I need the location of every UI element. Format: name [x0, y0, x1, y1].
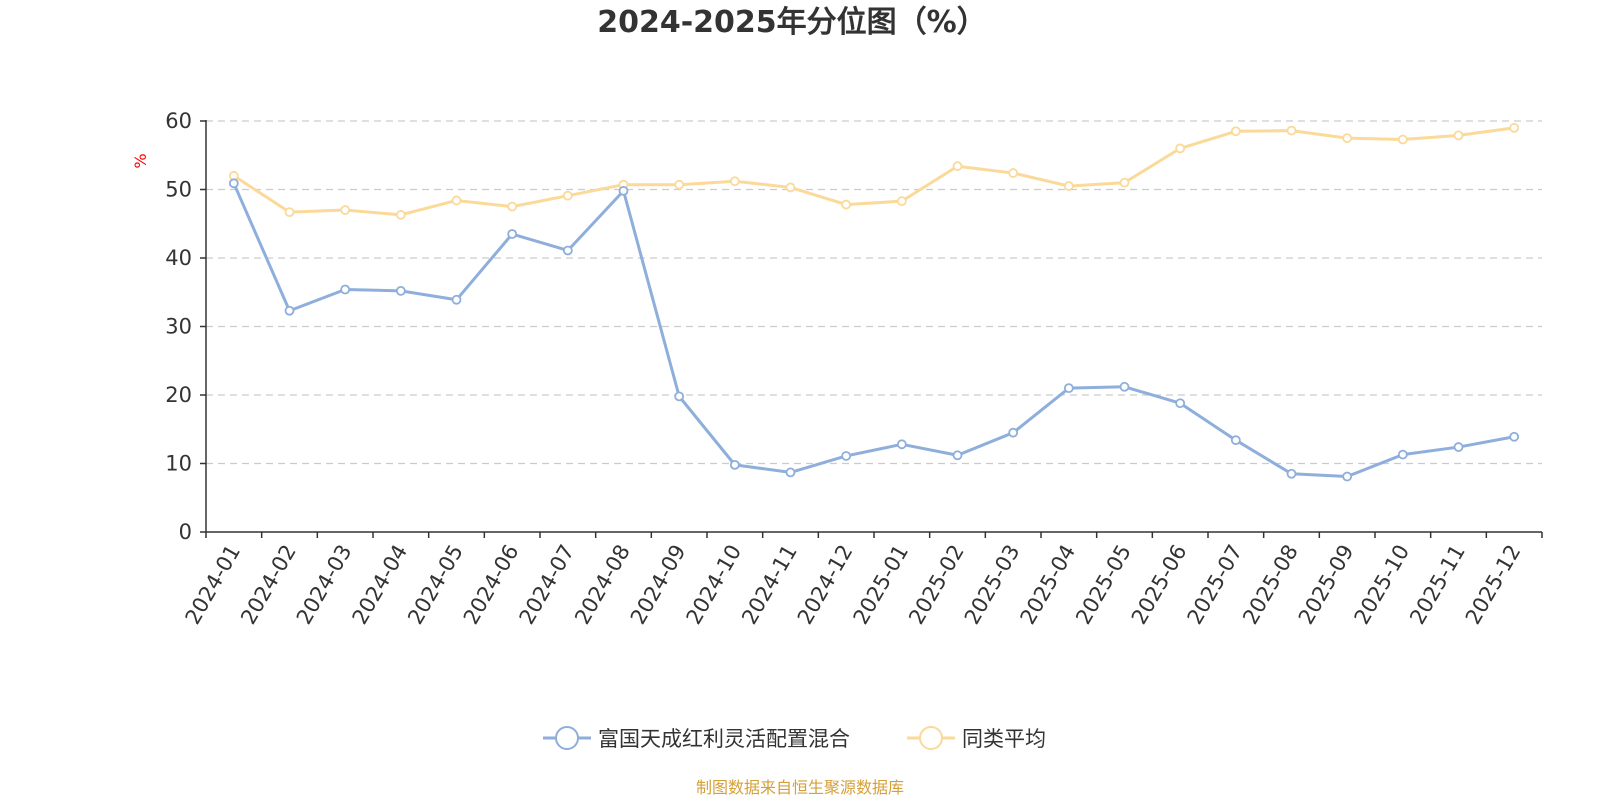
x-tick-label: 2024-05	[403, 541, 468, 629]
x-tick-label: 2024-10	[682, 541, 747, 629]
x-tick-label: 2024-02	[236, 541, 301, 629]
data-point	[674, 391, 685, 402]
data-point	[507, 229, 518, 239]
data-point	[1397, 134, 1408, 145]
data-point	[1342, 133, 1353, 144]
x-tick-label: 2024-06	[459, 541, 524, 629]
series-line	[233, 126, 1515, 217]
legend-label: 同类平均	[962, 727, 1046, 751]
data-point	[785, 467, 796, 478]
data-point	[1453, 442, 1464, 452]
x-tick-label: 2025-10	[1350, 541, 1415, 629]
data-point	[340, 205, 351, 215]
data-point	[395, 209, 406, 220]
data-point	[1119, 177, 1130, 188]
data-point	[562, 190, 573, 201]
x-tick-label: 2025-05	[1071, 541, 1136, 629]
x-tick-label: 2024-01	[181, 541, 246, 629]
data-point	[395, 285, 406, 296]
data-point	[507, 201, 518, 212]
series-group	[228, 122, 1520, 482]
data-point	[1230, 435, 1241, 446]
data-point	[1175, 143, 1186, 154]
data-point	[228, 178, 239, 189]
data-point	[1008, 168, 1019, 178]
legend-item-0[interactable]: 富国天成红利灵活配置混合	[543, 726, 850, 751]
data-point	[896, 439, 907, 450]
legend-marker-icon	[555, 726, 579, 750]
x-tick-label: 2025-03	[960, 541, 1025, 629]
data-point	[618, 185, 629, 196]
x-tick-label: 2024-07	[515, 541, 580, 629]
x-tick-label: 2024-04	[348, 541, 413, 629]
x-tick-label: 2025-06	[1127, 541, 1192, 629]
legend[interactable]: 富国天成红利灵活配置混合 同类平均	[543, 726, 1046, 751]
data-point	[841, 451, 852, 461]
y-tick-label: 50	[165, 178, 192, 202]
y-axis-unit-label: %	[131, 153, 150, 168]
data-point	[451, 294, 462, 305]
data-point	[729, 459, 740, 470]
y-tick-label: 40	[165, 246, 192, 270]
data-point	[1175, 398, 1186, 409]
x-tick-label: 2025-12	[1461, 541, 1526, 629]
data-point	[451, 195, 462, 206]
y-tick-label: 30	[165, 315, 192, 339]
legend-marker-icon	[919, 726, 943, 750]
data-point	[1397, 449, 1408, 460]
x-tick-label: 2024-11	[737, 541, 802, 629]
legend-label: 富国天成红利灵活配置混合	[598, 727, 850, 751]
x-tick-label: 2025-07	[1183, 541, 1248, 629]
series-0	[228, 178, 1520, 482]
x-tick-label: 2025-01	[849, 541, 914, 629]
data-point	[841, 199, 852, 210]
y-tick-label: 20	[165, 383, 192, 407]
x-tick-label: 2025-08	[1238, 541, 1303, 629]
data-point	[1509, 122, 1520, 133]
data-point	[1119, 381, 1130, 392]
series-1	[228, 122, 1520, 220]
x-tick-label: 2025-11	[1405, 541, 1470, 629]
source-note: 制图数据来自恒生聚源数据库	[696, 778, 904, 797]
data-point	[340, 284, 351, 295]
data-point	[1008, 427, 1019, 438]
series-line	[232, 182, 1515, 479]
data-point	[729, 176, 740, 187]
y-tick-label: 0	[179, 520, 192, 544]
data-point	[284, 207, 295, 218]
x-tick-label: 2024-09	[626, 541, 691, 629]
y-tick-label: 10	[165, 452, 192, 476]
x-tick-label: 2025-09	[1294, 541, 1359, 629]
x-tick-label: 2024-12	[793, 541, 858, 629]
x-tick-label: 2024-03	[292, 541, 357, 629]
x-tick-label: 2024-08	[570, 541, 635, 629]
chart-title: 2024-2025年分位图（%）	[597, 5, 987, 40]
axes: 01020304050602024-012024-022024-032024-0…	[165, 109, 1543, 629]
data-point	[284, 305, 295, 316]
x-tick-label: 2025-02	[904, 541, 969, 629]
data-point	[1063, 181, 1074, 191]
legend-item-1[interactable]: 同类平均	[907, 726, 1046, 751]
y-tick-label: 60	[165, 109, 192, 133]
data-point	[896, 196, 907, 207]
data-point	[952, 161, 963, 172]
data-point	[1342, 471, 1353, 482]
data-point	[1509, 431, 1520, 442]
data-point	[785, 182, 796, 193]
data-point	[674, 179, 685, 190]
data-point	[1453, 130, 1464, 141]
data-point	[1230, 126, 1241, 137]
data-point	[1063, 383, 1074, 394]
data-point	[1286, 468, 1297, 479]
data-point	[952, 450, 963, 461]
grid-lines	[206, 120, 1542, 465]
x-tick-label: 2025-04	[1016, 541, 1081, 629]
data-point	[1286, 125, 1297, 136]
data-point	[562, 245, 573, 256]
